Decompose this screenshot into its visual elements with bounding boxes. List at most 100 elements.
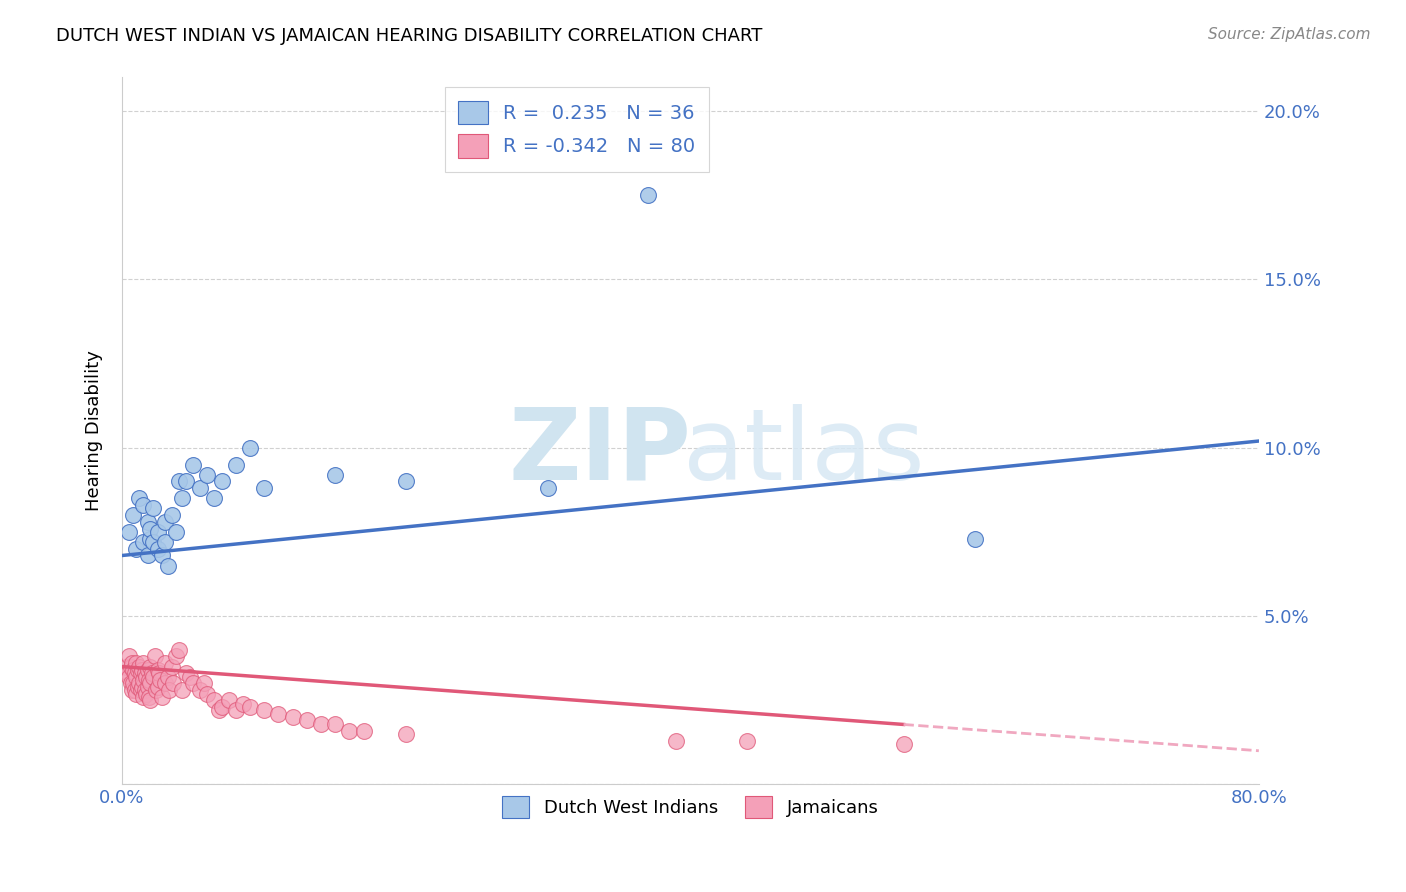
Point bbox=[188, 683, 211, 698]
Point bbox=[127, 680, 149, 694]
Point bbox=[142, 535, 165, 549]
Point bbox=[124, 683, 146, 698]
Point bbox=[132, 535, 155, 549]
Point bbox=[138, 690, 160, 704]
Point bbox=[202, 693, 225, 707]
Point bbox=[153, 657, 176, 671]
Point bbox=[165, 524, 187, 539]
Point bbox=[153, 535, 176, 549]
Point bbox=[208, 703, 231, 717]
Point bbox=[136, 680, 159, 694]
Point bbox=[139, 693, 162, 707]
Point bbox=[195, 687, 218, 701]
Point bbox=[174, 666, 197, 681]
Point bbox=[115, 659, 138, 673]
Point bbox=[128, 491, 150, 506]
Point bbox=[135, 687, 157, 701]
Point bbox=[156, 558, 179, 573]
Point bbox=[156, 670, 179, 684]
Point bbox=[122, 663, 145, 677]
Text: Source: ZipAtlas.com: Source: ZipAtlas.com bbox=[1208, 27, 1371, 42]
Point bbox=[162, 676, 184, 690]
Point bbox=[232, 697, 254, 711]
Point bbox=[157, 683, 180, 698]
Point bbox=[125, 687, 148, 701]
Point bbox=[353, 723, 375, 738]
Point bbox=[118, 524, 141, 539]
Point bbox=[537, 481, 560, 495]
Point bbox=[139, 676, 162, 690]
Point bbox=[323, 716, 346, 731]
Point bbox=[153, 515, 176, 529]
Point bbox=[309, 716, 332, 731]
Point bbox=[637, 188, 659, 202]
Point bbox=[146, 680, 169, 694]
Point bbox=[253, 703, 276, 717]
Point bbox=[132, 690, 155, 704]
Point bbox=[174, 475, 197, 489]
Point bbox=[339, 723, 361, 738]
Point bbox=[132, 498, 155, 512]
Point bbox=[124, 666, 146, 681]
Point bbox=[131, 680, 153, 694]
Y-axis label: Hearing Disability: Hearing Disability bbox=[86, 351, 103, 511]
Point bbox=[129, 683, 152, 698]
Point bbox=[125, 657, 148, 671]
Point bbox=[167, 642, 190, 657]
Point bbox=[134, 683, 156, 698]
Point bbox=[239, 441, 262, 455]
Point bbox=[139, 659, 162, 673]
Point bbox=[239, 700, 262, 714]
Point bbox=[160, 508, 183, 522]
Point bbox=[295, 714, 318, 728]
Point bbox=[893, 737, 915, 751]
Point bbox=[195, 467, 218, 482]
Legend: Dutch West Indians, Jamaicans: Dutch West Indians, Jamaicans bbox=[495, 789, 886, 825]
Point bbox=[149, 673, 172, 687]
Point bbox=[134, 666, 156, 681]
Point bbox=[139, 522, 162, 536]
Point bbox=[127, 663, 149, 677]
Point bbox=[128, 676, 150, 690]
Point bbox=[136, 663, 159, 677]
Point bbox=[132, 657, 155, 671]
Point bbox=[131, 663, 153, 677]
Point bbox=[146, 663, 169, 677]
Point bbox=[395, 475, 418, 489]
Point bbox=[153, 676, 176, 690]
Point bbox=[193, 676, 215, 690]
Point bbox=[150, 690, 173, 704]
Point bbox=[138, 673, 160, 687]
Point bbox=[125, 541, 148, 556]
Point bbox=[225, 703, 247, 717]
Point bbox=[165, 649, 187, 664]
Point bbox=[136, 515, 159, 529]
Point bbox=[118, 649, 141, 664]
Point bbox=[160, 659, 183, 673]
Point bbox=[170, 491, 193, 506]
Point bbox=[120, 676, 142, 690]
Point bbox=[963, 532, 986, 546]
Point bbox=[202, 491, 225, 506]
Point bbox=[665, 733, 688, 747]
Point bbox=[122, 508, 145, 522]
Point bbox=[218, 693, 240, 707]
Point bbox=[121, 683, 143, 698]
Point bbox=[120, 659, 142, 673]
Point bbox=[145, 683, 167, 698]
Point bbox=[148, 666, 170, 681]
Point bbox=[132, 673, 155, 687]
Point bbox=[141, 666, 163, 681]
Point bbox=[139, 532, 162, 546]
Point bbox=[136, 549, 159, 563]
Point bbox=[188, 481, 211, 495]
Point bbox=[225, 458, 247, 472]
Point bbox=[146, 541, 169, 556]
Point bbox=[395, 727, 418, 741]
Point bbox=[281, 710, 304, 724]
Point bbox=[142, 501, 165, 516]
Point bbox=[135, 670, 157, 684]
Point bbox=[167, 475, 190, 489]
Point bbox=[143, 649, 166, 664]
Point bbox=[117, 666, 139, 681]
